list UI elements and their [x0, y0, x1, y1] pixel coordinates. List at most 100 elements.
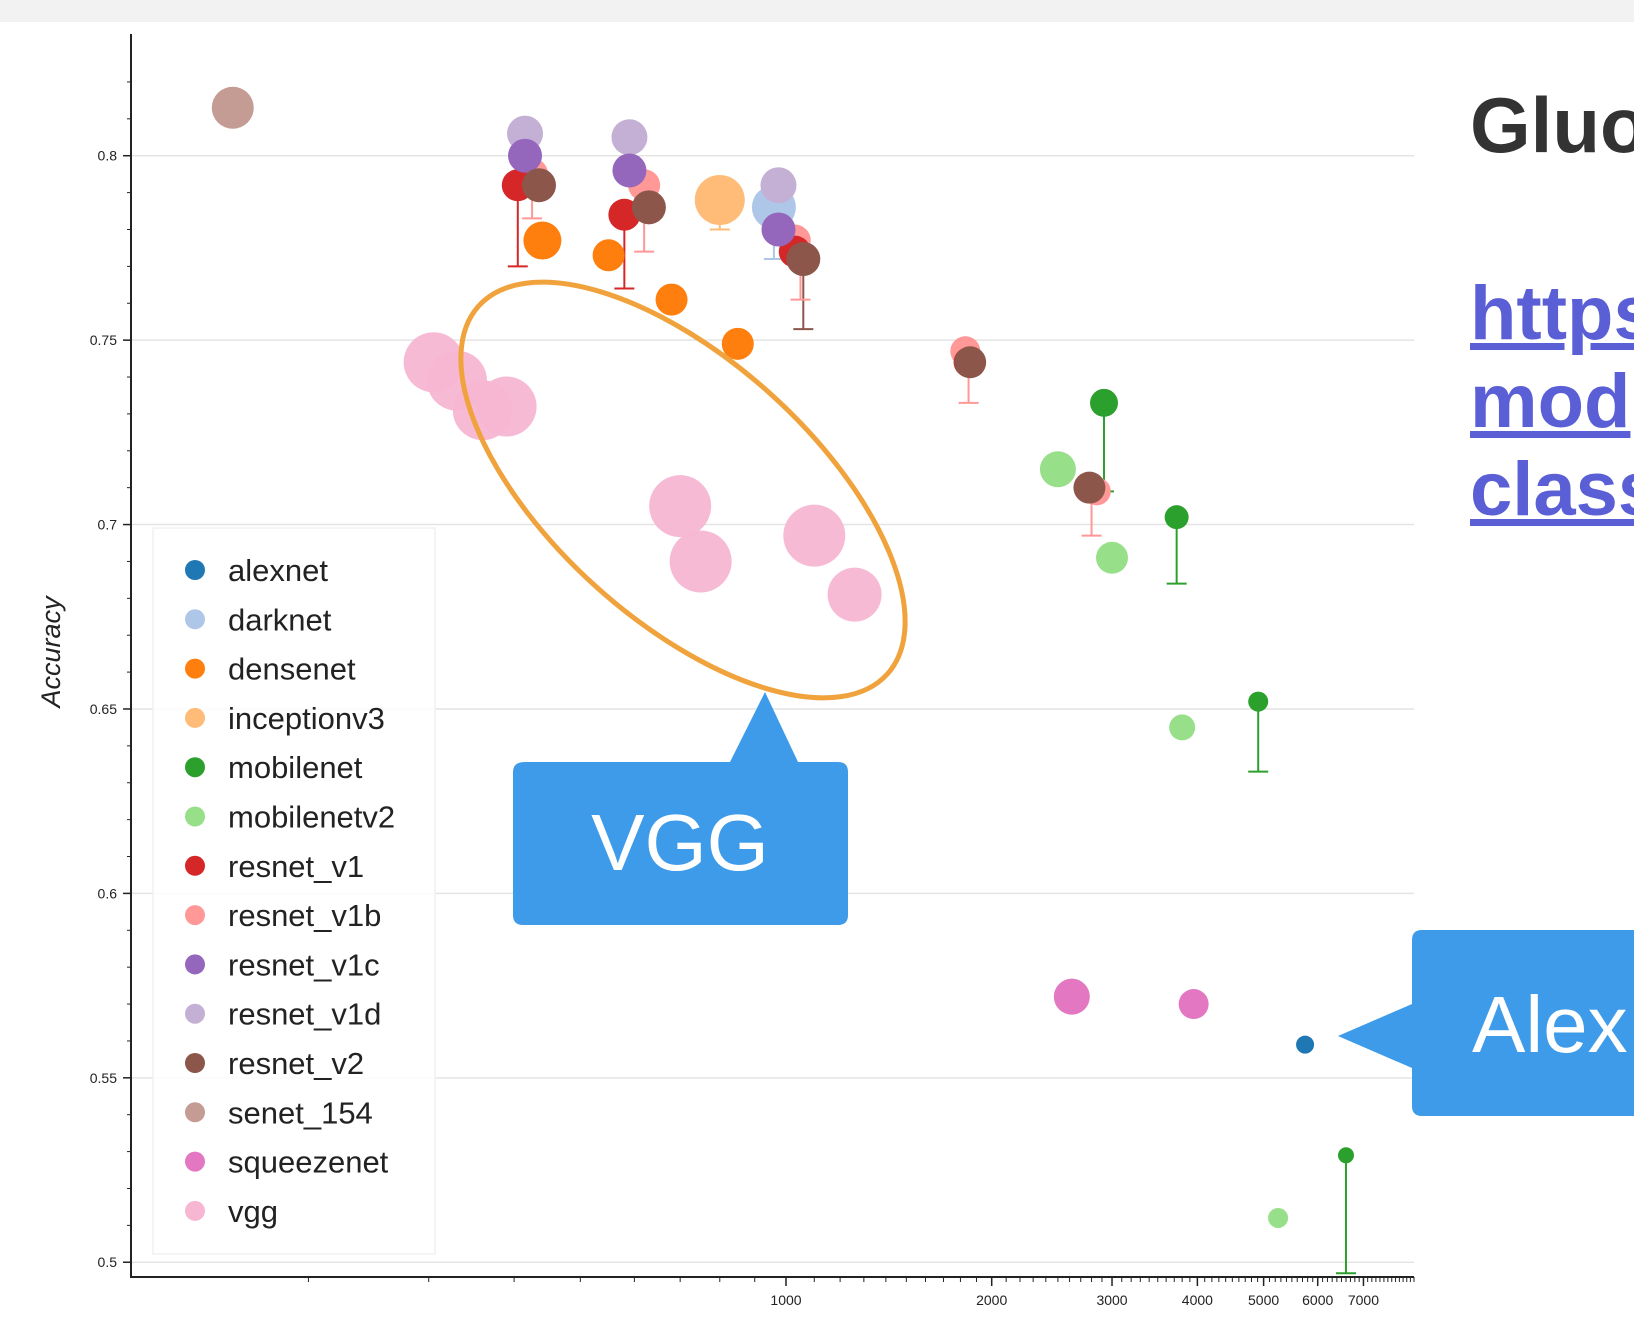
point-vgg: [669, 530, 732, 593]
point-resnet-v2: [786, 241, 821, 276]
data-points: [211, 86, 1354, 1228]
legend-label: resnet_v1: [228, 849, 364, 884]
legend-item: vgg: [185, 1194, 278, 1229]
point-resnet-v2: [954, 346, 987, 379]
legend-item: resnet_v1: [185, 849, 364, 884]
point-resnet-v2: [631, 190, 666, 225]
point-resnet-v1d: [611, 119, 648, 156]
point-mobilenetv2: [1039, 451, 1076, 488]
slide-title: Gluo: [1470, 81, 1634, 169]
legend-item: resnet_v1c: [185, 947, 380, 982]
x-tick-label: 6000: [1302, 1292, 1333, 1308]
legend-label: squeezenet: [228, 1145, 389, 1180]
legend-swatch: [185, 1053, 205, 1073]
vgg-callout-label: VGG: [591, 798, 769, 887]
x-tick-label: 5000: [1248, 1292, 1279, 1308]
point-mobilenet: [1164, 505, 1189, 530]
y-axis-title: Accuracy: [36, 595, 66, 710]
legend-item: mobilenetv2: [185, 800, 395, 835]
point-densenet: [721, 327, 754, 360]
point-inceptionv3: [694, 174, 745, 225]
alexnet-callout-bubble: [1338, 930, 1634, 1116]
y-tick-label: 0.6: [98, 885, 118, 901]
alexnet-callout-label: Alex: [1472, 980, 1628, 1069]
legend-item: inceptionv3: [185, 701, 385, 736]
link-line-2: mod: [1470, 359, 1631, 444]
legend-swatch: [185, 1102, 205, 1123]
link-line-1: https: [1470, 271, 1634, 356]
legend-item: darknet: [185, 602, 332, 637]
point-mobilenet: [1248, 691, 1269, 712]
point-resnet-v1c: [508, 138, 543, 173]
legend-label: densenet: [228, 652, 356, 687]
point-mobilenet: [1337, 1147, 1354, 1164]
point-vgg: [827, 567, 882, 622]
point-mobilenetv2: [1096, 541, 1129, 574]
x-tick-label: 4000: [1182, 1292, 1213, 1308]
legend-item: resnet_v1d: [185, 997, 381, 1032]
legend-item: alexnet: [185, 553, 328, 588]
point-densenet: [655, 283, 688, 316]
point-senet-154: [211, 86, 254, 129]
legend-label: mobilenet: [228, 750, 363, 785]
model-zoo-link[interactable]: https mod class: [1470, 270, 1634, 534]
point-alexnet: [1296, 1035, 1315, 1054]
legend-item: squeezenet: [185, 1145, 389, 1180]
point-vgg: [476, 376, 537, 437]
point-mobilenetv2: [1169, 714, 1196, 741]
legend-swatch: [185, 806, 205, 827]
legend-box: [152, 527, 436, 1255]
point-densenet: [523, 221, 562, 260]
legend-label: resnet_v2: [228, 1046, 364, 1081]
legend-label: inceptionv3: [228, 701, 385, 736]
legend-label: mobilenetv2: [228, 800, 395, 835]
y-tick-label: 0.5: [98, 1254, 118, 1270]
legend-label: vgg: [228, 1194, 278, 1229]
legend-swatch: [185, 905, 205, 926]
x-tick-label: 1000: [770, 1292, 801, 1308]
legend-swatch: [185, 658, 205, 679]
legend-label: resnet_v1b: [228, 898, 381, 933]
point-resnet-v1c: [612, 153, 647, 188]
x-tick-label: 2000: [976, 1292, 1007, 1308]
legend-swatch: [185, 1003, 205, 1024]
link-line-3: class: [1470, 447, 1634, 532]
legend-item: resnet_v1b: [185, 898, 381, 933]
legend-label: alexnet: [228, 553, 328, 588]
legend-label: senet_154: [228, 1095, 373, 1130]
top-bar: [0, 0, 1634, 22]
point-resnet-v2: [1073, 471, 1106, 504]
error-bars: [507, 174, 1356, 1275]
legend-item: resnet_v2: [185, 1046, 364, 1081]
vgg-callout: VGG: [513, 692, 848, 925]
vgg-highlight-ellipse: [458, 279, 908, 701]
point-vgg: [649, 475, 712, 538]
legend-item: mobilenet: [185, 750, 363, 785]
point-squeezenet: [1178, 989, 1209, 1020]
point-mobilenet: [1089, 388, 1118, 417]
legend-label: resnet_v1c: [228, 947, 380, 982]
legend-swatch: [185, 1200, 205, 1221]
y-tick-label: 0.75: [90, 332, 117, 348]
axes: Accuracy 0.5 0.55 0.6 0.65 0.7 0.75 0.8 1000 200…: [36, 34, 1415, 1308]
alexnet-callout: Alex: [1338, 930, 1634, 1116]
legend-swatch: [185, 1151, 205, 1172]
legend-item: densenet: [185, 652, 356, 687]
legend-swatch: [185, 954, 205, 975]
y-tick-label: 0.8: [98, 148, 118, 164]
point-densenet: [592, 239, 625, 272]
y-tick-label: 0.7: [98, 517, 118, 533]
y-tick-label: 0.65: [90, 701, 117, 717]
legend: alexnet darknet densenet inceptionv3 mobilen…: [152, 527, 436, 1255]
legend-swatch: [185, 707, 205, 728]
vgg-callout-bubble: [513, 692, 848, 925]
legend-item: senet_154: [185, 1095, 373, 1130]
point-vgg: [783, 504, 846, 567]
point-resnet-v1d: [760, 167, 797, 204]
legend-swatch: [185, 855, 205, 876]
point-squeezenet: [1053, 978, 1090, 1015]
legend-swatch: [185, 560, 205, 580]
x-tick-label: 7000: [1348, 1292, 1379, 1308]
x-tick-label: 3000: [1096, 1292, 1127, 1308]
